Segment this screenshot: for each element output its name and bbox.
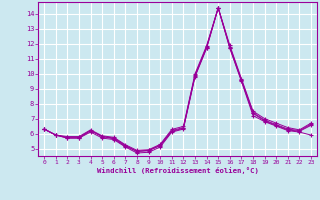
X-axis label: Windchill (Refroidissement éolien,°C): Windchill (Refroidissement éolien,°C) bbox=[97, 167, 259, 174]
